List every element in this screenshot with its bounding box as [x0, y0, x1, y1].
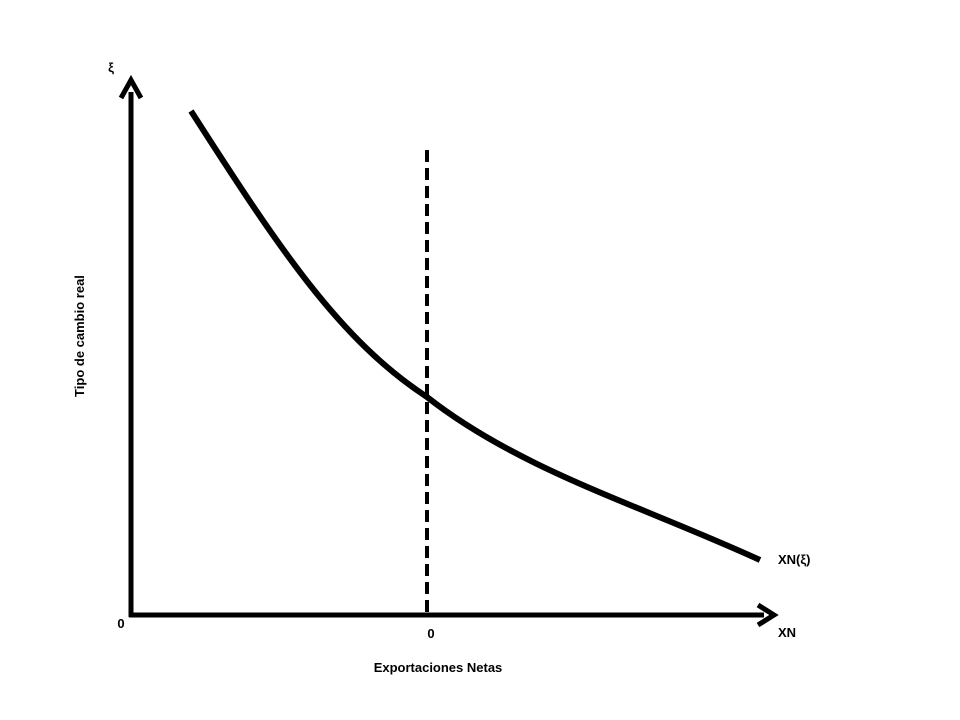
x-axis-title: Exportaciones Netas [374, 660, 503, 675]
zero-marker-label: 0 [427, 626, 434, 641]
y-axis-symbol: ξ [108, 60, 114, 75]
curve-label: XN(ξ) [778, 552, 811, 567]
net-exports-curve [188, 109, 762, 563]
origin-label: 0 [117, 616, 124, 631]
y-axis-arrowhead [118, 74, 144, 100]
y-axis-title: Tipo de cambio real [72, 275, 87, 397]
x-axis-symbol: XN [778, 625, 796, 640]
x-axis-arrowhead [756, 602, 779, 628]
